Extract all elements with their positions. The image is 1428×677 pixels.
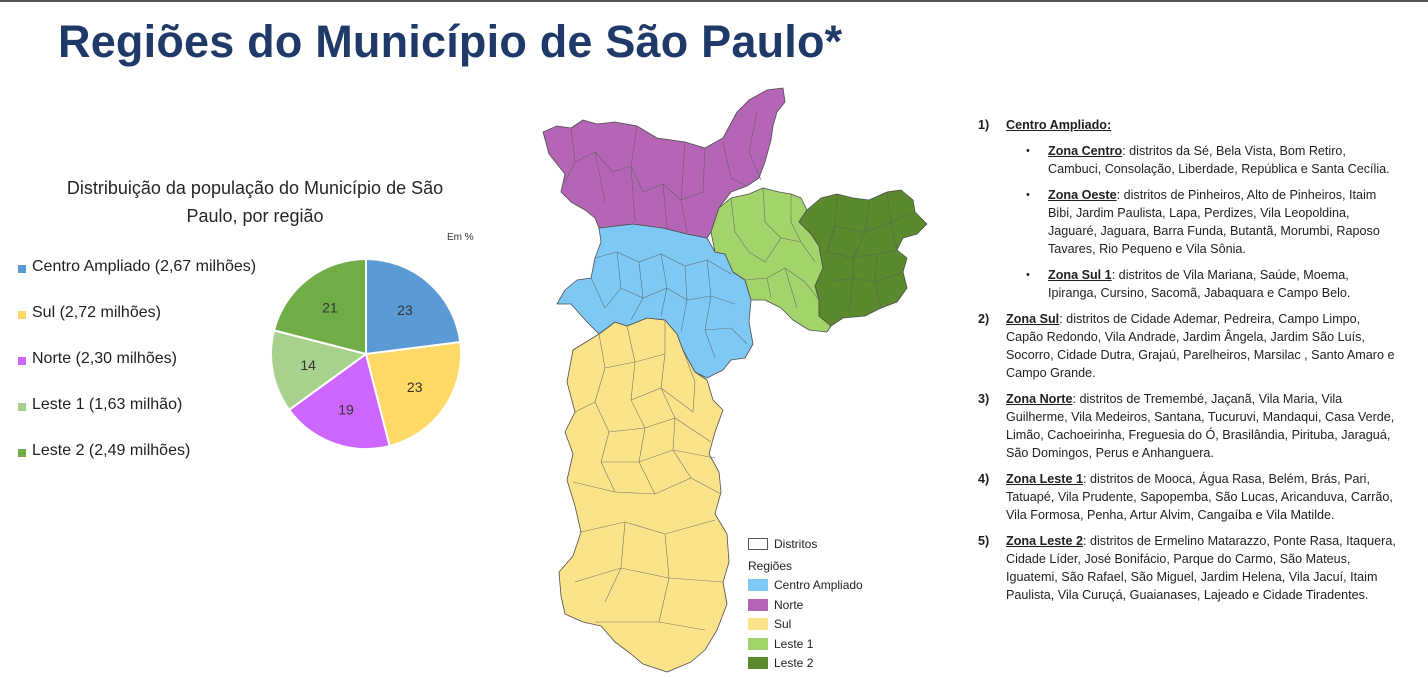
- chart-legend-swatch: [18, 449, 26, 457]
- region-text: Zona Leste 2: distritos de Ermelino Mata…: [1006, 532, 1398, 604]
- chart-legend-item: Leste 1 (1,63 milhão): [18, 396, 256, 442]
- chart-title: Distribuição da população do Município d…: [66, 178, 444, 226]
- pie-chart: 23 23 19 14 21: [270, 257, 462, 450]
- bullet-icon: •: [1026, 269, 1030, 281]
- map-legend-districts-label: Distritos: [774, 536, 818, 551]
- map-legend-label: Norte: [774, 597, 804, 612]
- pie-slice-label: 23: [397, 302, 413, 318]
- region-title: Zona Sul: [1006, 312, 1060, 326]
- map-legend-label: Leste 1: [774, 636, 814, 651]
- region-title: Zona Leste 2: [1006, 534, 1083, 548]
- chart-legend-item: Sul (2,72 milhões): [18, 304, 256, 350]
- chart-legend-label: Leste 2 (2,49 milhões): [32, 442, 191, 459]
- region-number: 3): [978, 392, 990, 406]
- region-item: 3) Zona Norte: distritos de Tremembé, Jaç…: [978, 390, 1398, 462]
- pie-slice-label: 21: [322, 299, 338, 315]
- subregion-item: • Zona Oeste: distritos de Pinheiros, Alt…: [1006, 186, 1398, 258]
- region-districts: : distritos de Cidade Ademar, Pedreira, …: [1006, 312, 1395, 380]
- pie-slice: [365, 257, 462, 356]
- chart-legend-label: Centro Ampliado (2,67 milhões): [32, 258, 257, 275]
- subregion-item: • Zona Sul 1: distritos de Vila Mariana, …: [1006, 266, 1398, 302]
- region-text: Centro Ampliado:: [1006, 116, 1398, 134]
- chart-legend-swatch: [18, 403, 26, 411]
- region-districts: : distritos de Tremembé, Jaçanã, Vila Ma…: [1006, 392, 1395, 460]
- region-description-list: 1) Centro Ampliado: • Zona Centro: distrito…: [978, 116, 1398, 612]
- pie-slice-label: 19: [338, 401, 354, 417]
- region-item: 2) Zona Sul: distritos de Cidade Ademar, …: [978, 310, 1398, 382]
- subregion-districts: : distritos de Pinheiros, Alto de Pinhei…: [1048, 188, 1380, 256]
- pie-slice: [272, 257, 367, 356]
- map-legend-swatch: [748, 657, 768, 670]
- map-legend-item: Leste 1: [748, 634, 863, 654]
- pie-slice: [270, 329, 369, 412]
- region-districts: : distritos de Mooca, Água Rasa, Belém, …: [1006, 472, 1393, 522]
- subregion-title: Zona Sul 1: [1048, 268, 1112, 282]
- chart-legend-swatch: [18, 357, 26, 365]
- map-legend-swatch: [748, 598, 768, 611]
- chart-legend-label: Sul (2,72 milhões): [32, 304, 161, 321]
- chart-legend: Centro Ampliado (2,67 milhões) Sul (2,72 …: [18, 258, 256, 488]
- bullet-icon: •: [1026, 189, 1030, 201]
- map-legend-label: Leste 2: [774, 656, 814, 671]
- region-text: Zona Leste 1: distritos de Mooca, Água R…: [1006, 470, 1398, 524]
- chart-legend-item: Norte (2,30 milhões): [18, 350, 256, 396]
- map-legend-swatch: [748, 637, 768, 650]
- region-item: 1) Centro Ampliado: • Zona Centro: distrito…: [978, 116, 1398, 302]
- bullet-icon: •: [1026, 145, 1030, 157]
- region-title: Zona Leste 1: [1006, 472, 1083, 486]
- subregion-title: Zona Oeste: [1048, 188, 1117, 202]
- pie-slice: [287, 352, 391, 450]
- region-number: 4): [978, 472, 990, 486]
- chart-unit-note: Em %: [447, 232, 474, 243]
- region-title: Zona Norte: [1006, 392, 1073, 406]
- map-legend-districts: Distritos: [748, 534, 863, 554]
- subregion-title: Zona Centro: [1048, 144, 1123, 158]
- region-text: Zona Norte: distritos de Tremembé, Jaçan…: [1006, 390, 1398, 462]
- map-legend-swatch: [748, 579, 768, 592]
- map-legend-item: Leste 2: [748, 654, 863, 674]
- page-title: Regiões do Município de São Paulo*: [58, 16, 843, 67]
- region-districts: : distritos de Ermelino Matarazzo, Ponte…: [1006, 534, 1396, 602]
- map-legend-districts-swatch: [748, 537, 768, 550]
- map-legend-label: Sul: [774, 617, 792, 632]
- subregion-districts: : distritos da Sé, Bela Vista, Bom Retir…: [1048, 144, 1390, 176]
- chart-legend-swatch: [18, 265, 26, 273]
- map-legend-regions-title: Regiões: [748, 558, 793, 573]
- map-legend-items: Centro Ampliado Norte Sul Leste 1 Leste 2: [748, 576, 863, 674]
- region-title: Centro Ampliado:: [1006, 118, 1112, 132]
- map-legend: Distritos Regiões Centro Ampliado Norte Su…: [748, 534, 863, 673]
- region-text: Zona Sul: distritos de Cidade Ademar, Pe…: [1006, 310, 1398, 382]
- region-number: 2): [978, 312, 990, 326]
- sao-paulo-region-map: [542, 87, 928, 673]
- map-legend-swatch: [748, 618, 768, 631]
- map-legend-item: Sul: [748, 615, 863, 635]
- top-border: [0, 0, 1428, 2]
- region-item: 5) Zona Leste 2: distritos de Ermelino Ma…: [978, 532, 1398, 604]
- map-legend-item: Centro Ampliado: [748, 576, 863, 596]
- region-number: 1): [978, 118, 990, 132]
- pie-slice-label: 14: [300, 357, 316, 373]
- chart-legend-item: Centro Ampliado (2,67 milhões): [18, 258, 256, 304]
- pie-slice-label: 23: [407, 379, 423, 395]
- subregion-districts: : distritos de Vila Mariana, Saúde, Moem…: [1048, 268, 1351, 300]
- pie-slice: [364, 340, 462, 448]
- chart-legend-label: Norte (2,30 milhões): [32, 350, 177, 367]
- chart-legend-swatch: [18, 311, 26, 319]
- map-legend-item: Norte: [748, 595, 863, 615]
- chart-legend-item: Leste 2 (2,49 milhões): [18, 442, 256, 488]
- region-item: 4) Zona Leste 1: distritos de Mooca, Água…: [978, 470, 1398, 524]
- map-legend-label: Centro Ampliado: [774, 578, 863, 593]
- subregion-item: • Zona Centro: distritos da Sé, Bela Vist…: [1006, 142, 1398, 178]
- chart-legend-label: Leste 1 (1,63 milhão): [32, 396, 183, 413]
- region-number: 5): [978, 534, 990, 548]
